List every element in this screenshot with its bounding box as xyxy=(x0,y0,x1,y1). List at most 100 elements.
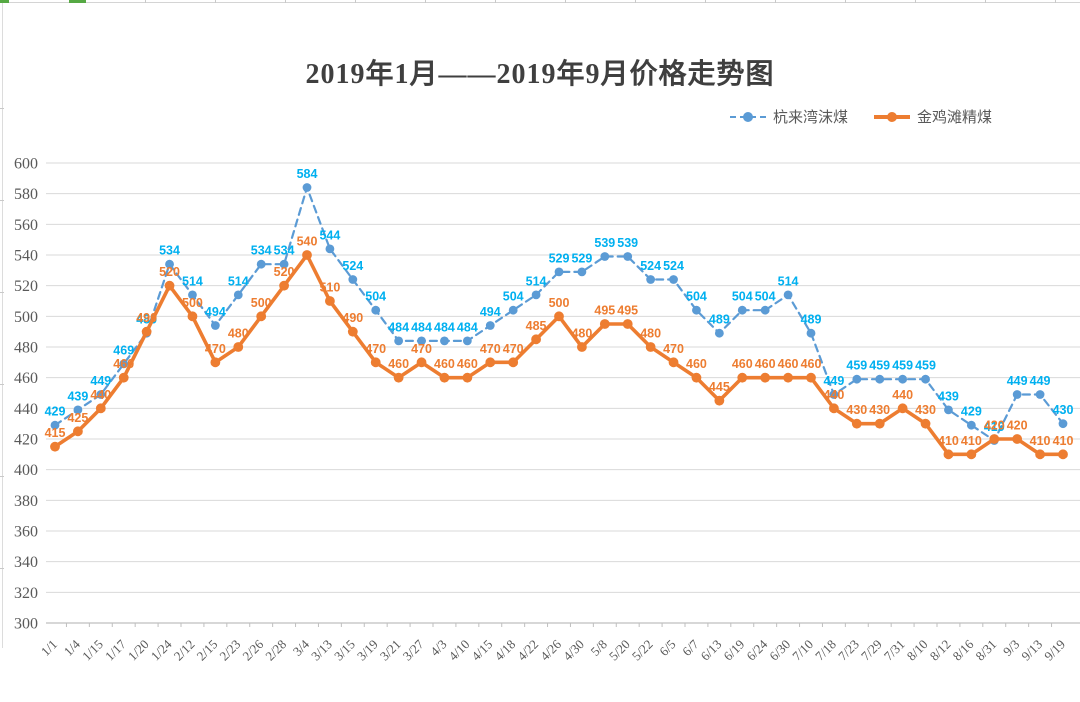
x-axis-tick-label: 9/13 xyxy=(1018,637,1045,664)
data-point-label: 425 xyxy=(67,411,88,425)
x-axis-tick-label: 2/28 xyxy=(262,637,289,664)
data-point-label: 459 xyxy=(869,359,890,373)
data-point-marker xyxy=(279,259,289,269)
data-point-label: 539 xyxy=(617,236,638,250)
data-point-label: 459 xyxy=(915,359,936,373)
sheet-column-tick xyxy=(565,0,566,3)
data-point-label: 470 xyxy=(503,342,524,356)
data-point-label: 514 xyxy=(778,274,799,288)
y-axis-tick-label: 380 xyxy=(14,493,38,510)
data-point-label: 484 xyxy=(388,320,409,334)
data-point-label: 524 xyxy=(342,259,363,273)
data-point-marker xyxy=(165,259,174,269)
data-point-label: 494 xyxy=(480,305,501,319)
data-point-marker xyxy=(966,449,977,460)
data-point-marker xyxy=(714,328,724,338)
data-point-label: 524 xyxy=(663,259,684,273)
data-point-marker xyxy=(806,328,816,338)
y-axis-tick-label: 580 xyxy=(14,186,38,203)
data-point-label: 520 xyxy=(159,265,180,279)
y-axis-tick-label: 600 xyxy=(14,156,38,173)
sheet-column-tick xyxy=(845,0,846,3)
data-point-marker xyxy=(462,336,472,346)
data-point-label: 440 xyxy=(823,388,844,402)
data-point-label: 529 xyxy=(549,251,570,265)
data-point-marker xyxy=(783,372,793,383)
data-point-label: 410 xyxy=(1030,434,1051,448)
data-point-marker xyxy=(279,280,289,291)
x-axis-tick-label: 2/12 xyxy=(171,637,198,664)
x-axis-tick-label: 1/4 xyxy=(61,636,84,659)
data-point-label: 534 xyxy=(159,244,180,258)
x-axis-tick-label: 8/16 xyxy=(950,636,977,663)
data-point-label: 439 xyxy=(67,389,88,403)
data-point-marker xyxy=(669,275,678,284)
y-axis-tick-label: 520 xyxy=(14,278,38,295)
data-point-label: 430 xyxy=(869,403,890,417)
x-axis-tick-label: 9/19 xyxy=(1041,637,1068,664)
data-point-marker xyxy=(783,290,793,300)
data-point-label: 495 xyxy=(594,304,615,318)
data-point-label: 504 xyxy=(365,290,386,304)
data-point-marker xyxy=(874,418,885,429)
data-point-label: 470 xyxy=(365,342,386,356)
x-axis-tick-label: 6/19 xyxy=(720,637,747,664)
data-point-label: 524 xyxy=(640,259,661,273)
y-axis-tick-label: 480 xyxy=(14,340,38,357)
data-point-marker xyxy=(851,418,862,429)
data-point-label: 460 xyxy=(732,357,753,371)
data-point-marker xyxy=(1012,434,1023,444)
data-point-label: 460 xyxy=(778,357,799,371)
legend-item-series1[interactable]: 杭来湾沫煤 xyxy=(730,106,848,127)
data-point-marker xyxy=(577,342,587,352)
data-point-label: 460 xyxy=(801,357,822,371)
data-point-marker xyxy=(210,357,221,368)
data-point-marker xyxy=(760,305,770,315)
data-point-label: 480 xyxy=(640,327,661,341)
data-point-label: 484 xyxy=(434,320,455,334)
sheet-row-tick xyxy=(0,384,4,385)
x-axis-tick-label: 5/20 xyxy=(606,637,633,664)
data-point-marker xyxy=(233,290,243,300)
x-axis-tick-label: 8/10 xyxy=(904,637,931,664)
data-point-marker xyxy=(95,403,106,414)
x-axis-tick-label: 4/3 xyxy=(427,637,449,659)
data-point-marker xyxy=(600,252,610,261)
data-point-label: 494 xyxy=(205,305,226,319)
x-axis-tick-label: 1/1 xyxy=(38,637,60,659)
sheet-column-tick xyxy=(495,0,496,3)
x-axis-tick-label: 6/24 xyxy=(743,636,770,663)
data-point-marker xyxy=(370,357,381,368)
data-point-label: 420 xyxy=(984,419,1005,433)
data-point-marker xyxy=(1012,390,1022,399)
data-point-label: 429 xyxy=(961,405,982,419)
data-point-label: 520 xyxy=(274,265,295,279)
data-point-marker xyxy=(714,395,725,406)
x-axis-tick-label: 1/20 xyxy=(125,637,152,664)
legend-item-series2[interactable]: 金鸡滩精煤 xyxy=(874,106,992,127)
x-axis-tick-label: 1/15 xyxy=(79,637,106,664)
sheet-cell-fragment xyxy=(69,0,86,3)
data-point-marker xyxy=(508,357,519,368)
x-axis-tick-label: 5/8 xyxy=(588,637,610,659)
sheet-column-tick xyxy=(775,0,776,3)
data-point-label: 514 xyxy=(526,274,547,288)
data-point-marker xyxy=(141,326,152,337)
x-axis-tick-label: 4/18 xyxy=(491,637,518,664)
data-point-marker xyxy=(1035,390,1045,399)
data-point-label: 480 xyxy=(571,327,592,341)
data-point-label: 470 xyxy=(663,342,684,356)
sheet-column-tick xyxy=(425,0,426,3)
data-point-marker xyxy=(852,374,862,384)
x-axis-tick-label: 3/13 xyxy=(308,637,335,664)
data-point-label: 449 xyxy=(823,374,844,388)
x-axis-tick-label: 9/3 xyxy=(1000,637,1022,659)
sheet-column-tick xyxy=(145,0,146,3)
data-point-marker xyxy=(164,280,175,291)
y-axis-tick-label: 460 xyxy=(14,370,38,387)
x-axis-tick-label: 4/15 xyxy=(468,637,495,664)
y-axis-tick-label: 300 xyxy=(14,616,38,633)
data-point-marker xyxy=(554,267,564,277)
